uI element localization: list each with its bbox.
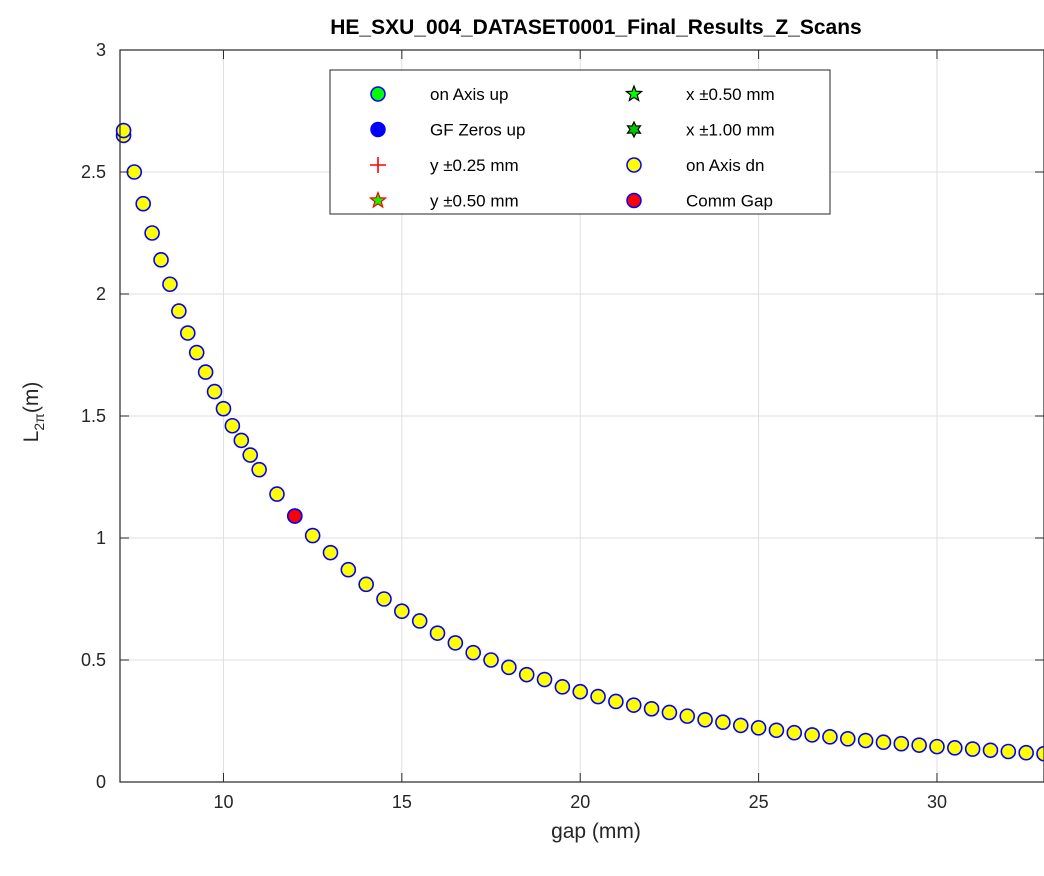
y-tick-label: 1 [96, 528, 106, 548]
on-axis-dn-point [465, 644, 481, 661]
legend-marker-on-axis-up [370, 86, 386, 102]
on-axis-dn-point [822, 729, 838, 745]
x-tick-label: 20 [570, 792, 590, 812]
on-axis-dn-point [643, 700, 660, 717]
on-axis-dn-point [411, 613, 428, 629]
legend-label: x ±1.00 mm [686, 121, 775, 140]
y-axis-label-units: (m) [20, 382, 43, 413]
tick-labels: 10 15 20 25 30 0 0.5 1 1.5 2 2.5 3 [81, 40, 1044, 812]
on-axis-dn-point [242, 447, 259, 463]
legend-label: y ±0.50 mm [430, 192, 519, 211]
x-tick-label: 25 [749, 792, 769, 812]
on-axis-dn-point [518, 666, 535, 683]
on-axis-dn-point [162, 276, 178, 293]
on-axis-dn-point [697, 711, 713, 728]
y-tick-label: 2 [96, 284, 106, 304]
on-axis-dn-point [947, 740, 963, 756]
legend-marker-gf-zeros-up [370, 121, 386, 138]
on-axis-dn-point [964, 741, 981, 757]
on-axis-dn-point [893, 735, 910, 752]
legend-marker-x-0-50-mm [624, 84, 644, 102]
on-axis-dn-point [188, 344, 205, 361]
on-axis-dn-point [447, 635, 464, 651]
on-axis-dn-point [786, 724, 803, 741]
x-tick-label: 30 [927, 792, 947, 812]
on-axis-dn-point [982, 742, 999, 759]
on-axis-dn-point [750, 720, 767, 736]
on-axis-dn-point [1000, 743, 1017, 760]
on-axis-dn-point [679, 708, 696, 724]
x-axis-label: gap (mm) [551, 820, 641, 843]
on-axis-dn-point [625, 697, 642, 713]
on-axis-dn-point [661, 704, 678, 721]
legend-label: GF Zeros up [430, 121, 525, 140]
on-axis-dn-point [911, 737, 927, 753]
y-tick-label: 0 [96, 772, 106, 792]
on-axis-dn-point [224, 417, 241, 434]
on-axis-dn-point [269, 486, 285, 502]
legend-label: on Axis up [430, 85, 508, 104]
on-axis-dn-point [126, 164, 143, 180]
y-tick-label: 3 [96, 40, 106, 60]
on-axis-dn-point [135, 195, 151, 212]
y-axis-label: L2π(m) [20, 382, 47, 443]
legend-marker-y-0-25-mm [370, 157, 386, 173]
y-axis-label-main: L [20, 431, 43, 443]
on-axis-dn-point [768, 722, 785, 739]
y-tick-label: 0.5 [81, 650, 106, 670]
legend-marker-x-1-00-mm [626, 120, 642, 139]
y-tick-label: 2.5 [81, 162, 106, 182]
on-axis-dn-point [1018, 744, 1034, 761]
on-axis-dn-point [144, 225, 160, 241]
on-axis-dn-point [572, 683, 589, 700]
on-axis-dn-point [206, 383, 223, 400]
on-axis-dn-point [115, 122, 132, 139]
x-tick-label: 10 [213, 792, 233, 812]
comm-gap-point [287, 508, 303, 524]
on-axis-dn-point [171, 303, 187, 319]
y-axis-label-subscript: 2π [31, 413, 47, 431]
on-axis-dn-point [804, 727, 820, 743]
on-axis-dn-point [839, 731, 856, 747]
on-axis-dn-point [715, 714, 731, 731]
legend-label: on Axis dn [686, 156, 764, 175]
legend-label: y ±0.25 mm [430, 156, 519, 175]
on-axis-dn-point [608, 693, 624, 710]
on-axis-dn-point [554, 679, 571, 695]
on-axis-dn-point [394, 603, 410, 620]
on-axis-dn-point [732, 717, 749, 734]
legend: on Axis up x ±0.50 mm GF Zeros up x ±1.00 m… [329, 69, 831, 215]
on-axis-dn-point [376, 591, 392, 607]
on-axis-dn-point [197, 364, 214, 380]
on-axis-dn-point [501, 659, 517, 676]
on-axis-dn-point [857, 732, 874, 749]
on-axis-dn-point [179, 325, 196, 341]
on-axis-dn-point [340, 561, 357, 578]
on-axis-dn-point [233, 432, 250, 449]
on-axis-dn-point [929, 738, 945, 755]
legend-marker-y-0-50-mm [368, 190, 388, 209]
chart-title: HE_SXU_004_DATASET0001_Final_Results_Z_S… [330, 16, 861, 39]
on-axis-dn-point [536, 671, 553, 688]
legend-label: Comm Gap [686, 192, 773, 211]
on-axis-dn-point [304, 527, 321, 544]
legend-marker-on-axis-dn [626, 157, 642, 173]
on-axis-dn-point [251, 461, 267, 478]
on-axis-dn-point [875, 734, 892, 751]
on-axis-dn-point [483, 652, 499, 668]
on-axis-dn-point [1036, 745, 1044, 762]
y-tick-label: 1.5 [81, 406, 106, 426]
legend-label: x ±0.50 mm [686, 85, 775, 104]
legend-marker-comm-gap [626, 192, 642, 209]
on-axis-dn-point [215, 400, 232, 417]
on-axis-dn-point [590, 688, 606, 705]
on-axis-dn-point [153, 252, 169, 268]
legend-box [329, 69, 831, 215]
on-axis-dn-point [429, 625, 446, 641]
x-tick-label: 15 [392, 792, 412, 812]
on-axis-dn-point [358, 576, 374, 593]
data-markers [115, 122, 1044, 762]
on-axis-dn-point [322, 544, 339, 561]
